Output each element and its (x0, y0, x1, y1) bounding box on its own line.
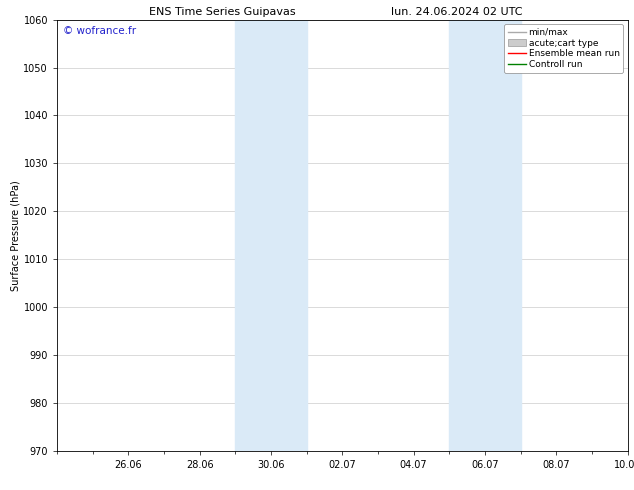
Text: lun. 24.06.2024 02 UTC: lun. 24.06.2024 02 UTC (391, 7, 522, 17)
Text: ENS Time Series Guipavas: ENS Time Series Guipavas (148, 7, 295, 17)
Bar (450, 20, 521, 451)
Legend: min/max, acute;cart type, Ensemble mean run, Controll run: min/max, acute;cart type, Ensemble mean … (504, 24, 623, 73)
Bar (235, 20, 307, 451)
Y-axis label: Surface Pressure (hPa): Surface Pressure (hPa) (11, 180, 21, 291)
Text: © wofrance.fr: © wofrance.fr (63, 26, 136, 36)
